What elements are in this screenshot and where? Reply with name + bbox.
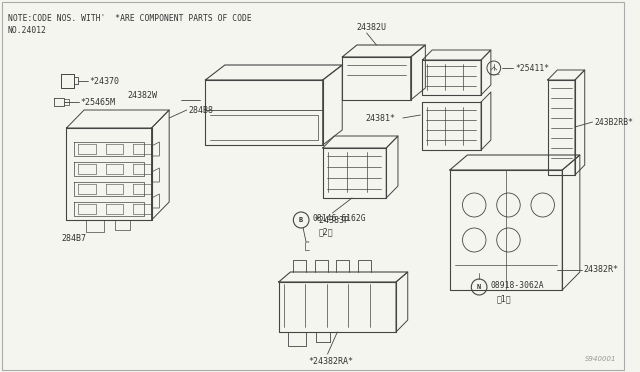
Text: 08146-6162G: 08146-6162G [313, 214, 367, 222]
Text: NOTE:CODE NOS. WITH'  *ARE COMPONENT PARTS OF CODE: NOTE:CODE NOS. WITH' *ARE COMPONENT PART… [8, 14, 252, 23]
Text: 24382U: 24382U [357, 22, 387, 32]
Text: 284B7: 284B7 [61, 234, 86, 243]
Text: 284B8: 284B8 [189, 106, 214, 115]
Text: *24383P: *24383P [315, 215, 350, 224]
Text: B: B [299, 217, 303, 223]
Text: *24370: *24370 [89, 77, 119, 86]
Text: N: N [477, 284, 481, 290]
Text: 243B2RB*: 243B2RB* [595, 118, 634, 126]
Text: *25465M: *25465M [80, 97, 115, 106]
Text: （2）: （2） [319, 228, 333, 237]
Text: *24382RA*: *24382RA* [308, 357, 353, 366]
Text: （1）: （1） [497, 295, 511, 304]
Text: 24381*: 24381* [365, 113, 396, 122]
Text: S940001: S940001 [584, 356, 616, 362]
Text: 24382W: 24382W [127, 90, 157, 99]
Text: 08918-3062A: 08918-3062A [491, 280, 545, 289]
Text: *25411*: *25411* [515, 64, 549, 73]
Text: NO.24012: NO.24012 [8, 26, 47, 35]
Text: 24382R*: 24382R* [584, 266, 619, 275]
